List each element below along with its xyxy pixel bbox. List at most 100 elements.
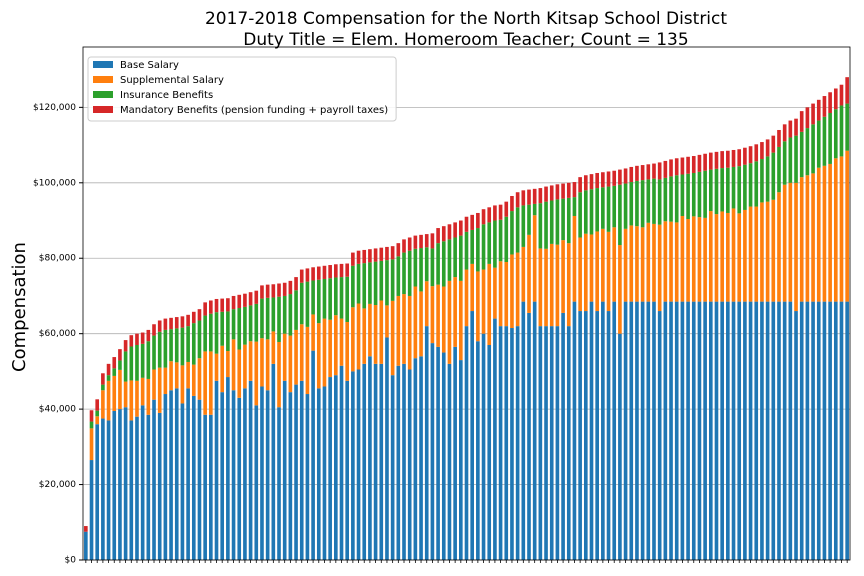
bar-segment (612, 170, 617, 186)
chart-subtitle: Duty Title = Elem. Homeroom Teacher; Cou… (243, 30, 688, 50)
bar-segment (163, 329, 168, 368)
bar-segment (430, 343, 435, 560)
legend-label: Base Salary (120, 60, 179, 71)
bar-segment (521, 190, 526, 206)
bar-segment (135, 333, 139, 345)
bar-segment (657, 224, 662, 312)
bar-segment (708, 301, 713, 560)
bar-segment (697, 301, 702, 560)
bar-segment (316, 323, 321, 389)
bar-segment (691, 172, 696, 217)
bar-segment (129, 380, 134, 421)
bar-segment (635, 180, 639, 227)
bar-segment (84, 526, 88, 532)
bar-segment (657, 311, 662, 560)
bar-segment (260, 386, 264, 560)
bar-segment (95, 410, 100, 417)
bar-segment (799, 131, 804, 178)
bar-segment (572, 182, 577, 198)
bar-segment (833, 109, 838, 159)
bar-segment (487, 344, 492, 560)
bar-segment (731, 208, 736, 302)
bar-segment (629, 182, 634, 226)
bar-segment (532, 215, 537, 302)
bar-segment (788, 182, 793, 302)
bar-segment (794, 311, 798, 560)
bar-segment (680, 301, 685, 560)
bar-segment (311, 267, 315, 281)
bar-segment (652, 163, 656, 179)
bar-segment (396, 243, 401, 257)
bar-segment (169, 390, 173, 560)
bar-segment (743, 147, 747, 165)
bar-segment (782, 141, 787, 185)
bar-segment (464, 326, 469, 560)
bar-segment (640, 180, 645, 228)
bar-segment (748, 301, 753, 560)
bar-segment (135, 380, 139, 417)
bar-segment (203, 351, 207, 415)
bar-segment (402, 363, 406, 560)
bar-segment (816, 301, 821, 560)
bar-segment (572, 215, 577, 302)
legend-label: Mandatory Benefits (pension funding + pa… (120, 105, 388, 116)
bar-segment (305, 326, 310, 395)
bar-segment (203, 315, 207, 352)
bar-segment (555, 244, 560, 327)
bar-segment (396, 256, 401, 296)
bar-segment (430, 248, 435, 287)
bar-segment (237, 294, 242, 309)
bar-segment (470, 263, 474, 312)
bar-segment (436, 228, 440, 244)
bar-segment (277, 283, 281, 297)
bar-segment (271, 297, 276, 332)
bar-segment (424, 234, 429, 248)
bar-segment (726, 301, 730, 560)
bar-segment (794, 135, 798, 183)
bar-segment (771, 135, 776, 153)
bar-segment (373, 305, 378, 364)
bar-segment (635, 301, 639, 560)
bar-segment (561, 312, 565, 560)
bar-segment (118, 369, 122, 410)
bar-segment (231, 390, 236, 560)
bar-segment (430, 233, 435, 249)
bar-segment (129, 346, 134, 381)
bar-segment (419, 234, 423, 249)
bar-segment (345, 321, 350, 381)
bar-segment (396, 365, 401, 560)
bar-segment (680, 174, 685, 216)
bar-segment (646, 301, 651, 560)
legend-swatch (93, 76, 113, 83)
bar-segment (271, 284, 276, 298)
bar-segment (754, 161, 759, 207)
bar-segment (464, 216, 469, 232)
bar-segment (447, 224, 452, 240)
bar-segment (413, 358, 418, 560)
bar-segment (845, 301, 849, 560)
bar-segment (640, 301, 645, 560)
bar-segment (260, 298, 264, 339)
bar-segment (299, 380, 304, 560)
bar-segment (146, 378, 151, 415)
bar-segment (566, 243, 571, 327)
bar-segment (674, 301, 679, 560)
bar-segment (618, 333, 622, 560)
bar-segment (294, 277, 298, 291)
bar-segment (487, 207, 492, 223)
bar-segment (89, 410, 94, 422)
bar-segment (504, 216, 509, 263)
legend-swatch (93, 106, 113, 113)
bar-segment (714, 151, 719, 169)
bar-segment (220, 298, 225, 312)
legend-swatch (93, 91, 113, 98)
bar-segment (549, 200, 554, 244)
bar-segment (197, 320, 202, 359)
bar-segment (157, 367, 162, 413)
bar-segment (379, 300, 384, 364)
bar-segment (248, 292, 253, 306)
bar-segment (146, 414, 151, 560)
bar-segment (714, 301, 719, 560)
bar-segment (101, 373, 105, 385)
